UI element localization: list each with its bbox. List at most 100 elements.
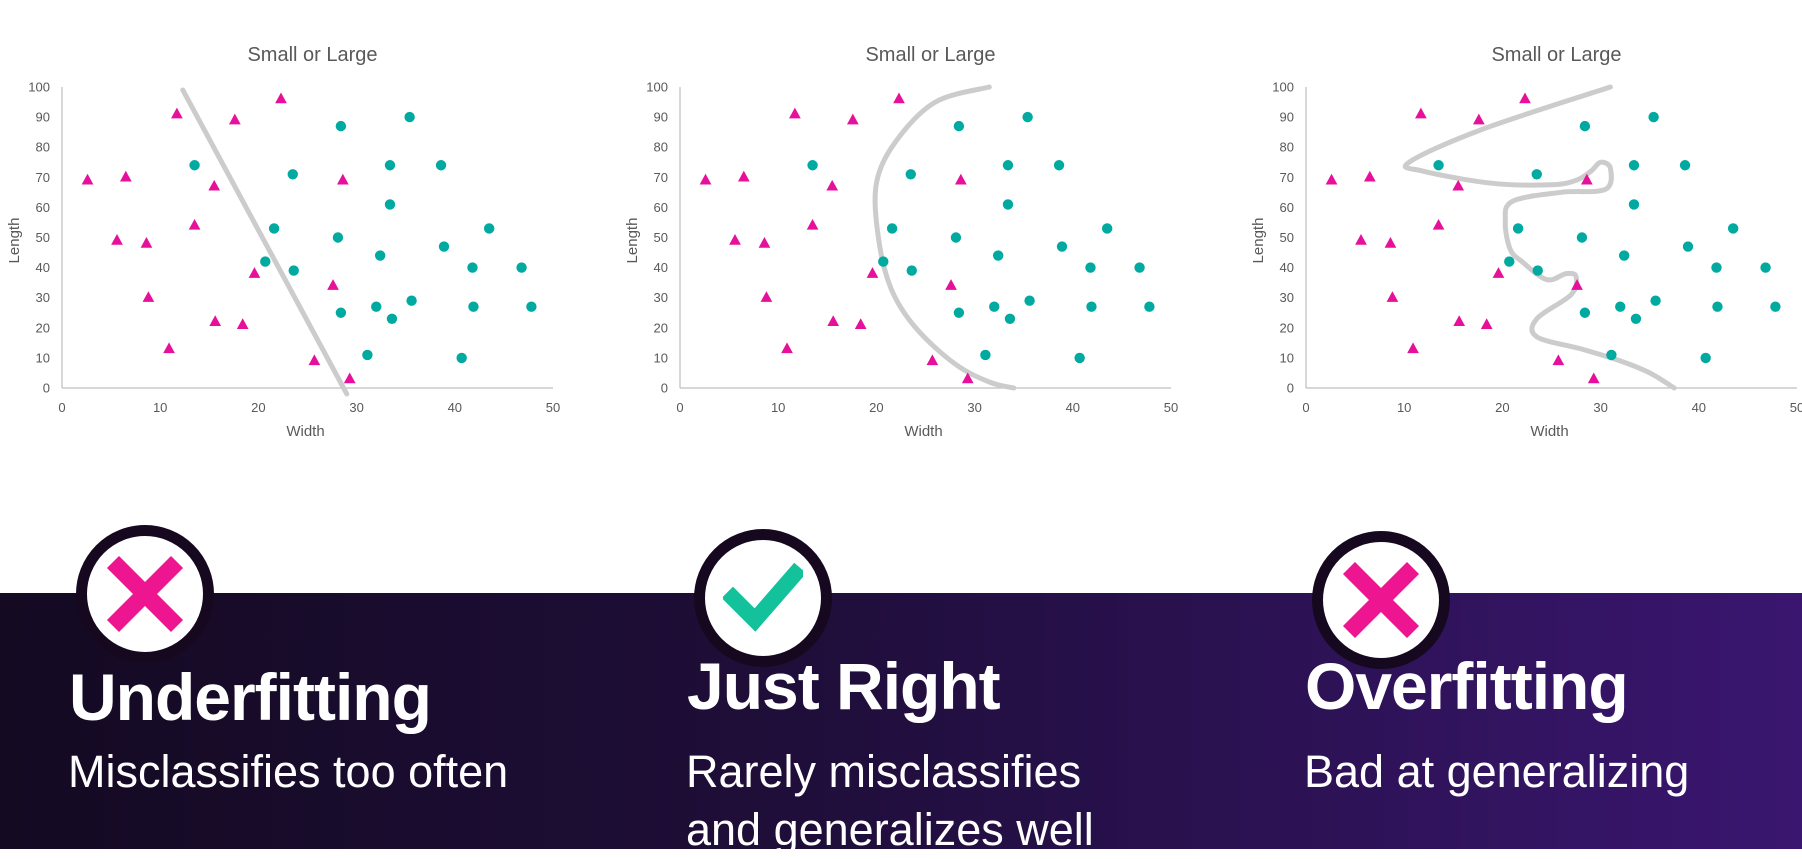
triangle-point (1355, 234, 1367, 245)
triangle-point (1472, 113, 1485, 125)
y-tick-label: 90 (1280, 110, 1294, 125)
triangle-point (1581, 173, 1593, 185)
circle-point (950, 232, 962, 243)
triangle-point (208, 179, 221, 191)
x-tick-label: 30 (967, 400, 981, 415)
y-tick-label: 50 (654, 230, 668, 245)
triangle-point (1453, 315, 1466, 327)
chart-title: Small or Large (247, 44, 377, 66)
triangle-point (1519, 92, 1531, 104)
circle-point (1770, 301, 1781, 312)
circle-point (384, 199, 396, 210)
circle-point (384, 160, 396, 171)
triangle-point (806, 218, 819, 230)
triangle-point (1407, 342, 1419, 354)
circle-point (288, 265, 299, 276)
triangle-point (760, 291, 773, 302)
decision-boundary (872, 84, 1017, 391)
y-tick-label: 30 (36, 290, 50, 305)
circle-point (953, 307, 965, 318)
circle-point (1002, 199, 1014, 210)
circle-point (992, 250, 1004, 261)
y-tick-label: 70 (654, 170, 668, 185)
summary-band (0, 593, 1802, 849)
circle-point (435, 160, 447, 171)
chart-just-right: Small or Large 0 10 20 30 40 50 60 70 80 90 100 0 10 2… (624, 44, 1178, 440)
y-tick-label: 10 (1280, 350, 1294, 365)
decision-boundary (1402, 84, 1677, 391)
card-description: Bad at generalizing (1304, 746, 1690, 797)
x-tick-label: 50 (546, 400, 560, 415)
circle-point (1760, 262, 1771, 273)
charts-area: Small or Large 0 10 20 30 40 50 60 70 80 90 100 0 10 2… (6, 44, 1802, 440)
x-tick-label: 30 (1593, 400, 1607, 415)
triangle-point (699, 173, 712, 185)
x-tick-label: 40 (1692, 400, 1706, 415)
triangle-point (955, 173, 967, 185)
circle-point (374, 250, 386, 261)
x-icon (1342, 561, 1420, 639)
x-tick-label: 40 (448, 400, 462, 415)
x-tick-label: 50 (1164, 400, 1178, 415)
y-tick-label: 70 (36, 170, 50, 185)
circle-point (1711, 262, 1722, 273)
circle-point (335, 307, 347, 318)
circle-point (404, 111, 415, 123)
circle-point (1433, 160, 1444, 171)
circle-point (1630, 313, 1642, 324)
chart-overfitting: Small or Large 0 10 20 30 40 50 60 70 80 90 100 0 10 2… (1250, 44, 1802, 440)
triangle-point (236, 318, 249, 330)
triangle-point (327, 279, 339, 290)
x-tick-label: 10 (153, 400, 167, 415)
triangle-point (1415, 107, 1427, 119)
circle-point (989, 301, 1000, 312)
triangle-point (1571, 279, 1583, 290)
circle-point (1628, 160, 1640, 171)
x-tick-label: 0 (1302, 400, 1309, 415)
circle-point (1056, 241, 1068, 252)
circle-point (1004, 313, 1016, 324)
chart-title: Small or Large (865, 44, 995, 66)
triangle-point (893, 92, 905, 104)
y-tick-label: 10 (36, 350, 50, 365)
y-tick-label: 50 (36, 230, 50, 245)
triangle-point (140, 237, 153, 248)
triangle-point (337, 173, 349, 185)
triangle-point (737, 170, 750, 182)
circle-point (906, 265, 917, 276)
circle-point (1648, 111, 1659, 123)
triangle-point (789, 107, 801, 119)
triangle-point (926, 354, 939, 366)
circle-point (905, 169, 916, 180)
y-tick-label: 80 (654, 140, 668, 155)
triangle-point (758, 237, 771, 248)
triangle-point (1325, 173, 1338, 185)
x-tick-label: 20 (869, 400, 883, 415)
y-tick-label: 0 (43, 381, 50, 396)
circle-point (1002, 160, 1014, 171)
triangle-point (846, 113, 859, 125)
check-icon (723, 562, 803, 632)
circle-point (1650, 295, 1661, 306)
circle-point (1682, 241, 1694, 252)
x-tick-label: 10 (1397, 400, 1411, 415)
y-tick-label: 100 (1272, 80, 1294, 95)
card-description-line-2: and generalizes well (686, 804, 1094, 855)
y-tick-label: 100 (28, 80, 50, 95)
circle-point (467, 262, 478, 273)
circle-point (1504, 256, 1515, 267)
circle-point (1679, 160, 1691, 171)
circle-point (1618, 250, 1630, 261)
triangle-point (1492, 267, 1505, 278)
y-tick-label: 40 (654, 260, 668, 275)
circle-point (1022, 111, 1033, 123)
x-icon (106, 555, 184, 633)
triangle-point (81, 173, 94, 185)
circle-point (406, 295, 417, 306)
triangle-point (1480, 318, 1493, 330)
circle-point (1606, 349, 1617, 361)
y-tick-label: 30 (1280, 290, 1294, 305)
circle-point (1512, 223, 1524, 234)
y-axis-label: Length (1250, 218, 1267, 264)
circle-point (1144, 301, 1155, 312)
